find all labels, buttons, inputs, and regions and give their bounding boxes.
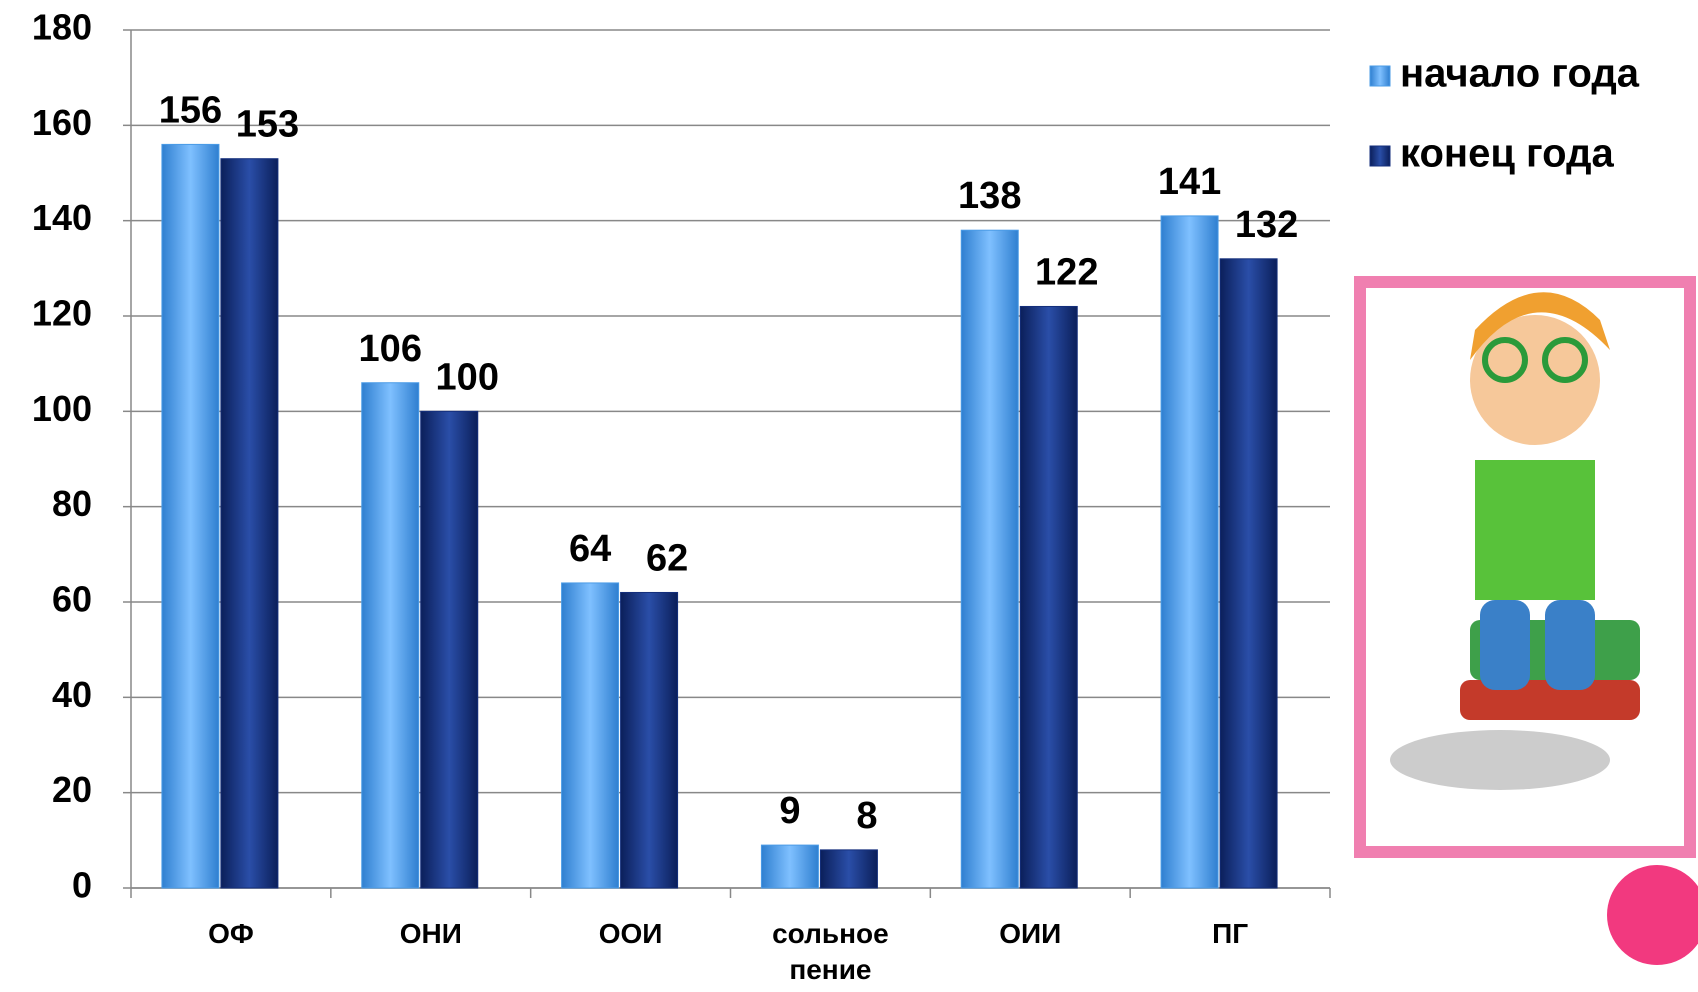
bar: [1019, 305, 1078, 889]
y-tick-label: 140: [32, 197, 92, 238]
data-label: 138: [958, 175, 1021, 217]
x-tick-label: ООИ: [598, 918, 663, 949]
y-tick-label: 80: [52, 483, 92, 524]
data-label: 122: [1035, 251, 1098, 293]
data-label: 100: [436, 356, 499, 398]
data-label: 156: [159, 89, 222, 131]
x-tick-label: ОНИ: [399, 918, 462, 949]
bar: [361, 382, 420, 889]
x-tick-label: сольное пение: [772, 918, 889, 985]
data-label: 9: [779, 790, 800, 832]
y-tick-label: 60: [52, 579, 92, 620]
bar: [960, 229, 1019, 889]
x-tick-label: ОИИ: [999, 918, 1062, 949]
x-tick-label: ПГ: [1212, 918, 1249, 949]
legend-swatch: [1369, 65, 1391, 87]
decor-circle: [1607, 865, 1698, 965]
legend-label: начало года: [1400, 52, 1640, 96]
data-label: 153: [236, 104, 299, 146]
y-tick-label: 40: [52, 674, 92, 715]
bar: [819, 849, 878, 889]
bar: [620, 591, 679, 889]
bar: [1219, 258, 1278, 889]
bar: [220, 158, 279, 889]
y-tick-label: 100: [32, 388, 92, 429]
x-tick-label: ОФ: [208, 918, 254, 949]
y-tick-label: 120: [32, 293, 92, 334]
bar: [420, 410, 479, 889]
y-tick-label: 180: [32, 7, 92, 48]
legend-swatch: [1369, 145, 1391, 167]
bar: [1160, 215, 1219, 889]
legend-label: конец года: [1400, 132, 1614, 176]
data-label: 64: [569, 528, 611, 570]
y-tick-label: 0: [72, 865, 92, 906]
bar: [161, 143, 220, 889]
y-tick-label: 20: [52, 769, 92, 810]
data-label: 62: [646, 537, 688, 579]
picture: [1354, 276, 1696, 858]
data-label: 141: [1158, 161, 1221, 203]
data-label: 8: [856, 795, 877, 837]
data-label: 132: [1235, 204, 1298, 246]
bar: [760, 844, 819, 889]
bar: [561, 582, 620, 889]
data-label: 106: [359, 328, 422, 370]
y-tick-label: 160: [32, 102, 92, 143]
